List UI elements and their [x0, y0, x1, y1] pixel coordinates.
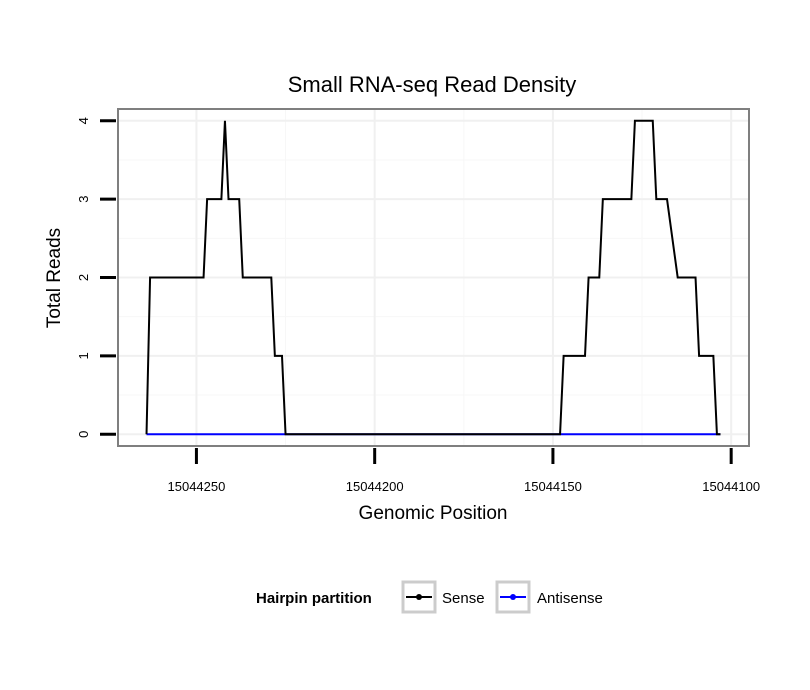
series-line-sense	[145, 119, 721, 436]
x-axis-title: Genomic Position	[359, 503, 508, 524]
legend: Hairpin partition Sense Antisense	[256, 580, 603, 614]
x-axis: 15044250 15044200 15044150 15044100	[168, 448, 760, 494]
chart-title: Small RNA-seq Read Density	[288, 72, 577, 97]
x-tick-label: 15044150	[524, 479, 582, 494]
y-tick-label: 3	[76, 196, 91, 203]
y-axis: 0 1 2 3 4	[76, 117, 116, 438]
y-axis-title: Total Reads	[44, 228, 65, 328]
y-tick-label: 2	[76, 274, 91, 281]
legend-label-antisense: Antisense	[537, 590, 603, 607]
legend-marker-antisense	[510, 594, 516, 600]
legend-title: Hairpin partition	[256, 590, 372, 607]
y-tick-label: 0	[76, 431, 91, 438]
plot-border	[117, 108, 750, 447]
series-layer	[145, 119, 721, 436]
x-tick-label: 15044200	[346, 479, 404, 494]
legend-key-antisense	[495, 580, 531, 614]
legend-key-sense	[401, 580, 437, 614]
x-tick-label: 15044100	[702, 479, 760, 494]
y-tick-label: 1	[76, 352, 91, 359]
x-tick-label: 15044250	[168, 479, 226, 494]
legend-marker-sense	[416, 594, 422, 600]
legend-label-sense: Sense	[442, 590, 485, 607]
y-tick-label: 4	[76, 117, 91, 124]
